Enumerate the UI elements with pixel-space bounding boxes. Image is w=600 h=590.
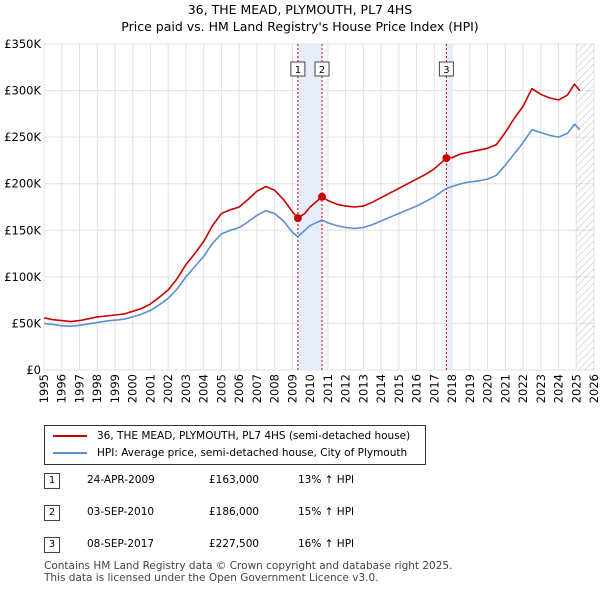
y-tick-label: £150K — [4, 223, 41, 237]
sale-label-box — [290, 61, 306, 77]
sale-label-number: 2 — [319, 65, 325, 76]
sale-price: £163,000 — [209, 474, 260, 486]
x-tick-label: 2024 — [552, 374, 566, 403]
y-tick-label: £300K — [4, 84, 41, 98]
sale-point — [318, 192, 327, 201]
x-tick-label: 2020 — [481, 374, 495, 403]
y-tick-label: £200K — [4, 177, 41, 191]
x-tick-label: 2013 — [356, 374, 370, 403]
x-tick-label: 2003 — [179, 374, 193, 403]
x-tick-label: 2021 — [498, 374, 512, 403]
legend-label-property: 36, THE MEAD, PLYMOUTH, PL7 4HS (semi-de… — [97, 430, 411, 442]
sale-row: 2 03-SEP-2010 £186,000 15% ↑ HPI — [44, 504, 584, 524]
sale-price: £227,500 — [209, 538, 260, 550]
y-tick-label: £0 — [26, 363, 41, 377]
x-tick-label: 2002 — [161, 374, 175, 403]
chart-title: 36, THE MEAD, PLYMOUTH, PL7 4HS — [187, 2, 413, 17]
sale-number-badge: 3 — [44, 537, 60, 553]
x-tick-label: 2008 — [268, 374, 282, 403]
x-tick-label: 2011 — [321, 374, 335, 403]
x-tick-label: 2019 — [463, 374, 477, 403]
y-tick-label: £100K — [4, 270, 41, 284]
sale-row: 1 24-APR-2009 £163,000 13% ↑ HPI — [44, 472, 584, 492]
x-tick-label: 2012 — [339, 374, 353, 403]
y-tick-label: £350K — [4, 37, 41, 51]
legend-swatch-hpi — [53, 452, 87, 454]
footer-license: This data is licensed under the Open Gov… — [44, 571, 379, 584]
sale-price: £186,000 — [209, 506, 260, 518]
x-tick-label: 2001 — [143, 374, 157, 403]
x-tick-label: 2000 — [126, 374, 140, 403]
legend-item-property: 36, THE MEAD, PLYMOUTH, PL7 4HS (semi-de… — [53, 428, 410, 444]
x-tick-label: 2005 — [214, 374, 228, 403]
x-tick-label: 2022 — [516, 374, 530, 403]
x-tick-label: 2017 — [427, 374, 441, 403]
x-tick-label: 2010 — [303, 374, 317, 403]
sale-shade — [446, 44, 453, 370]
y-tick-label: £50K — [12, 316, 42, 330]
sale-label-number: 1 — [295, 65, 301, 76]
legend: 36, THE MEAD, PLYMOUTH, PL7 4HS (semi-de… — [44, 425, 426, 465]
x-tick-label: 2014 — [374, 374, 388, 403]
x-tick-label: 2004 — [197, 374, 211, 403]
chart-subtitle: Price paid vs. HM Land Registry's House … — [121, 19, 479, 34]
sale-hpi-diff: 15% ↑ HPI — [298, 506, 355, 518]
series-lines — [43, 83, 581, 327]
y-tick-label: £250K — [4, 130, 41, 144]
x-tick-label: 2007 — [250, 374, 264, 403]
x-tick-label: 2015 — [392, 374, 406, 403]
legend-swatch-property — [53, 435, 87, 437]
x-tick-label: 2026 — [587, 374, 600, 403]
x-axis-labels: 1995 1996 1997 1998 1999 2000 2001 2002 2003 2004… — [37, 374, 600, 403]
legend-label-hpi: HPI: Average price, semi-detached house,… — [97, 447, 408, 459]
price-chart: 1 2 3 £0 £50K £100K £150K £200K £250K £300K £350K… — [4, 37, 600, 403]
sale-date: 24-APR-2009 — [87, 474, 155, 486]
x-tick-label: 2006 — [232, 374, 246, 403]
x-tick-label: 1995 — [37, 374, 51, 403]
x-tick-label: 1997 — [72, 374, 86, 403]
sale-labels: 1 2 3 — [290, 61, 454, 77]
sale-point — [293, 214, 302, 223]
x-tick-label: 2009 — [285, 374, 299, 403]
sale-hpi-diff: 13% ↑ HPI — [298, 474, 355, 486]
hpi-line — [43, 123, 581, 327]
sale-date: 08-SEP-2017 — [87, 538, 155, 550]
sale-point — [442, 154, 451, 163]
x-tick-label: 1996 — [55, 374, 69, 403]
sale-row: 3 08-SEP-2017 £227,500 16% ↑ HPI — [44, 536, 584, 556]
sale-label-box — [438, 61, 454, 77]
sale-label-number: 3 — [443, 65, 449, 76]
sale-points — [293, 154, 451, 223]
sale-number-badge: 2 — [44, 505, 60, 521]
x-tick-label: 2025 — [569, 374, 583, 403]
y-axis-labels: £0 £50K £100K £150K £200K £250K £300K £350K — [4, 37, 41, 377]
sale-number-badge: 1 — [44, 473, 60, 489]
footer: Contains HM Land Registry data © Crown c… — [44, 560, 453, 584]
x-tick-label: 1999 — [108, 374, 122, 403]
x-tick-label: 2016 — [410, 374, 424, 403]
x-tick-label: 1998 — [90, 374, 104, 403]
forecast-hatch — [576, 44, 594, 370]
sale-hpi-diff: 16% ↑ HPI — [298, 538, 355, 550]
x-tick-label: 2023 — [534, 374, 548, 403]
sale-date: 03-SEP-2010 — [87, 506, 155, 518]
footer-copyright: Contains HM Land Registry data © Crown c… — [44, 560, 453, 572]
property-price-line — [43, 83, 581, 323]
forecast-hatch-rect — [576, 44, 594, 370]
legend-item-hpi: HPI: Average price, semi-detached house,… — [53, 445, 407, 461]
sale-label-box — [314, 61, 330, 77]
x-tick-label: 2018 — [445, 374, 459, 403]
